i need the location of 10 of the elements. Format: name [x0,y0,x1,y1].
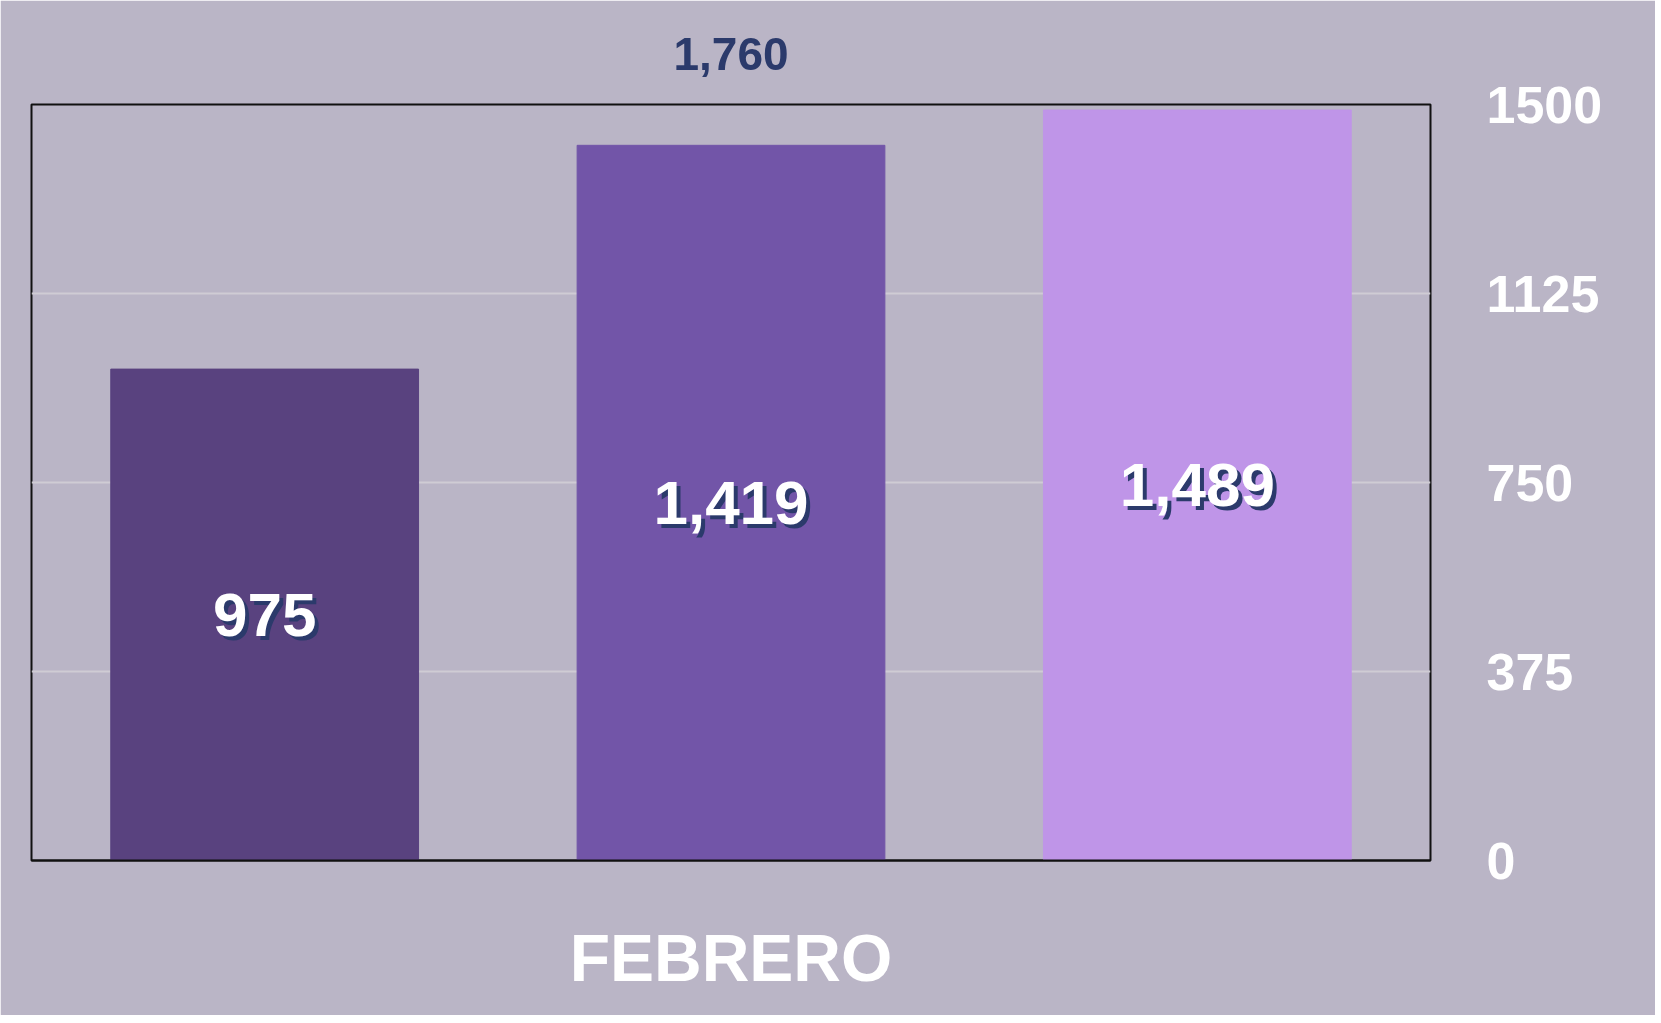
y-tick-label: 0 [1486,831,1516,890]
text: 1,760 [673,27,789,80]
y-tick-label: 1500 [1486,75,1603,134]
y-tick-label: 375 [1486,642,1574,701]
x-axis-title: FEBRERO [569,920,893,995]
bar [576,144,886,861]
y-tick-label: 1125 [1486,264,1600,323]
bar [110,368,420,861]
y-tick-label: 750 [1486,453,1574,512]
bar [1042,109,1352,861]
